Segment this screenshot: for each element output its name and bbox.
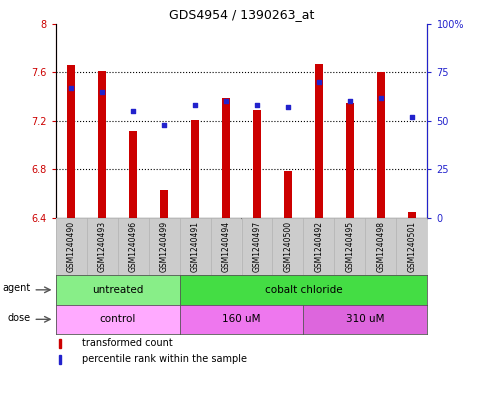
Point <box>408 114 416 120</box>
Text: percentile rank within the sample: percentile rank within the sample <box>82 354 247 364</box>
Bar <box>191 119 199 218</box>
Text: GSM1240493: GSM1240493 <box>98 221 107 272</box>
Bar <box>59 355 61 364</box>
Bar <box>59 339 61 348</box>
Title: GDS4954 / 1390263_at: GDS4954 / 1390263_at <box>169 8 314 21</box>
Text: control: control <box>99 314 136 324</box>
Bar <box>377 72 385 218</box>
Text: transformed count: transformed count <box>82 338 172 349</box>
Text: GSM1240492: GSM1240492 <box>314 221 324 272</box>
Point <box>67 84 75 91</box>
Text: dose: dose <box>7 313 30 323</box>
Text: agent: agent <box>2 283 30 293</box>
Point <box>191 102 199 108</box>
Text: GSM1240494: GSM1240494 <box>222 221 230 272</box>
Text: GSM1240495: GSM1240495 <box>345 221 355 272</box>
Point <box>160 121 168 128</box>
Bar <box>315 64 323 218</box>
Point <box>346 98 354 105</box>
Text: GSM1240491: GSM1240491 <box>190 221 199 272</box>
Text: GSM1240497: GSM1240497 <box>253 221 261 272</box>
Text: GSM1240490: GSM1240490 <box>67 221 75 272</box>
Text: untreated: untreated <box>92 285 143 295</box>
Text: GSM1240496: GSM1240496 <box>128 221 138 272</box>
Point <box>284 104 292 110</box>
Bar <box>253 110 261 218</box>
Bar <box>346 103 354 218</box>
Text: GSM1240499: GSM1240499 <box>159 221 169 272</box>
Point <box>253 102 261 108</box>
Text: 310 uM: 310 uM <box>346 314 385 324</box>
Point <box>315 79 323 85</box>
Bar <box>129 130 137 218</box>
Bar <box>284 171 292 218</box>
Point <box>222 98 230 105</box>
Text: GSM1240501: GSM1240501 <box>408 221 416 272</box>
Point <box>98 88 106 95</box>
Bar <box>67 65 75 218</box>
Text: 160 uM: 160 uM <box>222 314 261 324</box>
Bar <box>222 98 230 218</box>
Point <box>377 94 385 101</box>
Text: cobalt chloride: cobalt chloride <box>265 285 342 295</box>
Bar <box>98 71 106 218</box>
Text: GSM1240498: GSM1240498 <box>376 221 385 272</box>
Bar <box>160 190 168 218</box>
Bar <box>408 212 416 218</box>
Point <box>129 108 137 114</box>
Text: GSM1240500: GSM1240500 <box>284 221 293 272</box>
